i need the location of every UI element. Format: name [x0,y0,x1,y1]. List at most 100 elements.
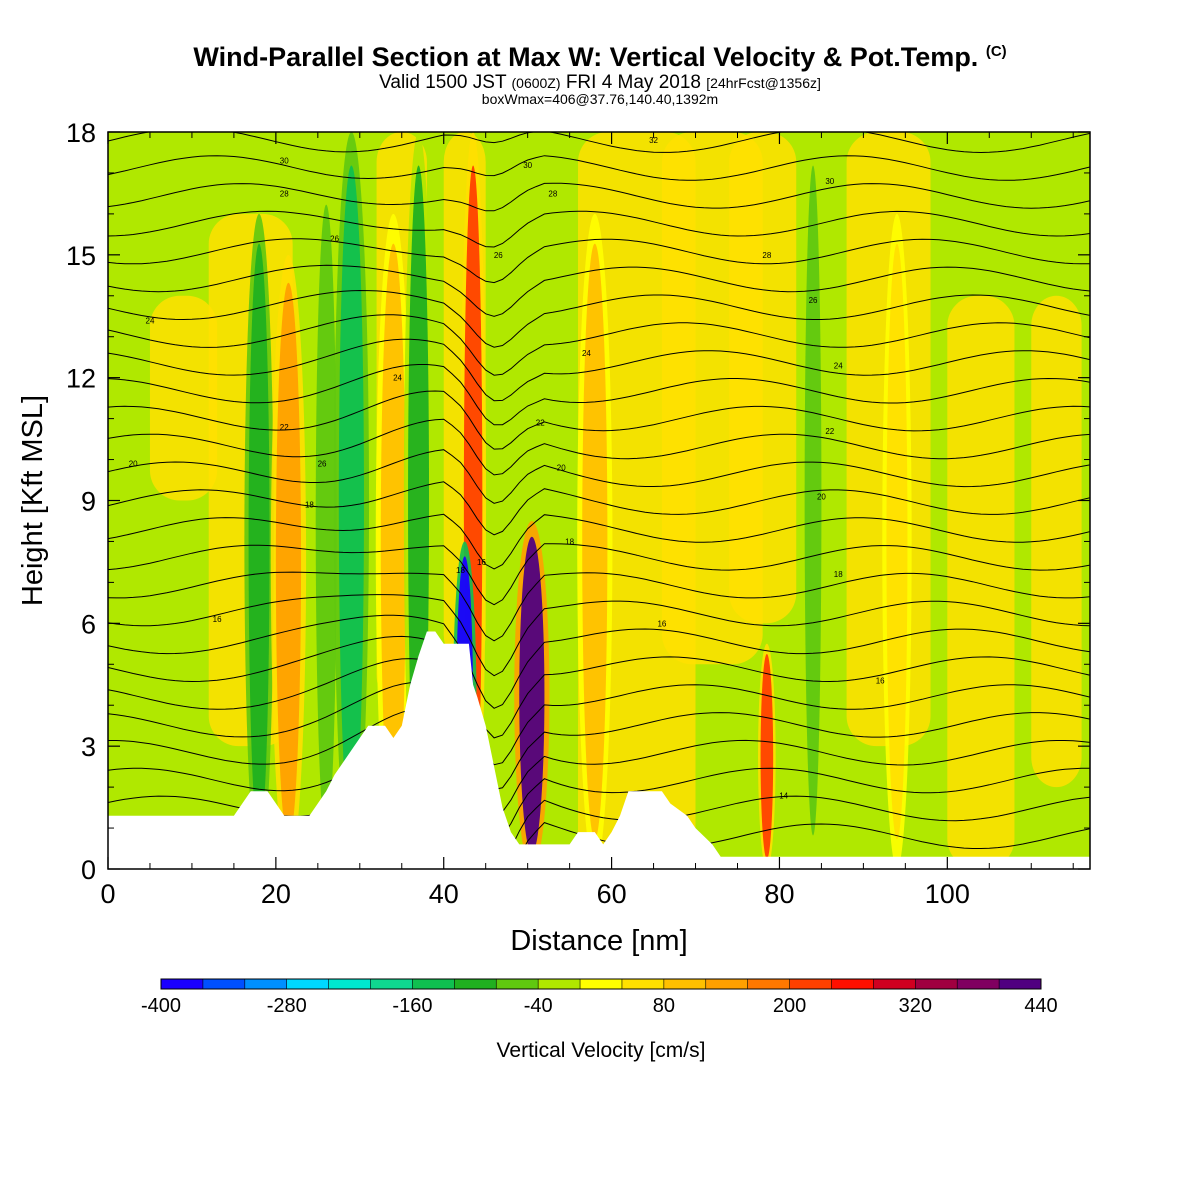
isotherm-label-9: 20 [557,464,566,473]
x-tick-label-3: 60 [597,879,627,909]
isotherm-line-25 [108,132,1090,154]
colorbar-tick-label-3: -40 [524,995,553,1017]
y-tick-label-4: 12 [66,364,96,394]
isotherm-line-23 [108,182,1090,212]
isotherm-label-0: 16 [213,615,222,624]
velocity-plume-2 [315,204,337,838]
y-tick-label-2: 6 [81,609,96,639]
isotherm-label-16: 24 [582,349,591,358]
isotherm-label-13: 22 [825,427,834,436]
chart-title: Wind-Parallel Section at Max W: Vertical… [0,42,1200,73]
colorbar-label: Vertical Velocity [cm/s] [497,1039,706,1062]
chart-title-unit: (C) [985,43,1007,60]
x-axis-label: Distance [nm] [510,925,687,957]
isotherm-line-17 [108,338,1090,402]
isotherm-line-24 [108,155,1090,181]
box-wmax-label: boxWmax=406@37.76,140.40,1392m [481,91,719,107]
terrain [108,631,1090,869]
velocity-plume-9 [582,243,608,840]
colorbar: -400 -280 -160 -40 80 200 320 440 Vertical Veloc… [141,978,1058,1062]
colorbar-swatch-5 [370,979,413,989]
colorbar-swatch-7 [454,979,497,989]
colorbar-swatch-15 [789,979,832,989]
colorbar-swatch-12 [663,979,707,989]
colorbar-swatch-9 [538,979,581,989]
colorbar-tick-label-7: 440 [1024,995,1057,1017]
terrain-shape [108,631,1090,869]
velocity-plume-3 [338,165,364,836]
colorbar-swatch-18 [915,979,958,989]
isotherm-line-16 [108,364,1090,426]
velocity-plume-10 [760,654,774,859]
isotherm-line-18 [108,314,1090,376]
colorbar-swatch-3 [286,979,330,989]
y-tick-label-5: 15 [66,241,96,271]
velocity-plume-11 [804,165,822,836]
isotherm-label-24: 28 [762,251,771,260]
axes: 0 20 40 60 80 100 0 3 6 9 12 15 18 Distance [nm] Heigh… [17,118,1091,957]
isotherm-label-3: 16 [876,677,885,686]
valid-time-label: Valid 1500 JST [379,72,507,93]
isotherm-label-23: 28 [548,189,557,198]
x-tick-label-2: 40 [429,879,459,909]
velocity-plume-0 [248,243,270,840]
colorbar-swatch-1 [202,979,246,989]
colorbar-swatch-4 [328,979,372,989]
isotherm-label-15: 24 [393,374,402,383]
colorbar-tick-label-0: -400 [141,995,181,1017]
isotherm-line-8 [108,594,1090,677]
isotherm-label-28: 32 [649,136,658,145]
isotherm-line-4 [108,681,1090,790]
isotherm-label-1: 16 [477,558,486,567]
isotherm-label-8: 20 [129,460,138,469]
y-tick-label-1: 3 [81,732,96,762]
isotherm-label-4: 18 [305,501,314,510]
x-tick-label-4: 80 [764,879,794,909]
isotherm-label-6: 18 [834,570,843,579]
forecast-label: [24hrFcst@1356z] [706,75,821,91]
valid-date-label: FRI 4 May 2018 [565,72,701,93]
colorbar-swatch-17 [873,979,916,989]
colorbar-swatch-19 [957,979,1000,989]
isotherm-label-5: 18 [565,537,574,546]
utc-time-label: (0600Z) [511,75,561,91]
isotherm-line-15 [108,390,1090,450]
isotherm-line-9 [108,571,1090,642]
isotherm-label-7: 18 [456,566,465,575]
isotherm-label-12: 22 [536,419,545,428]
colorbar-swatch-6 [412,979,455,989]
colorbar-tick-label-6: 320 [899,995,932,1017]
colorbar-swatch-11 [621,979,665,989]
isotherm-line-12 [108,481,1090,536]
colorbar-swatch-20 [999,979,1042,989]
chart-title-text: Wind-Parallel Section at Max W: Vertical… [193,42,979,72]
isotherm-line-10 [108,543,1090,606]
isotherm-lines [108,132,1090,869]
colorbar-swatch-16 [831,979,874,989]
warm-band-6 [729,132,797,624]
isotherm-line-5 [108,658,1090,766]
colorbar-swatch-0 [161,979,204,989]
colorbar-swatch-13 [705,979,749,989]
isotherm-line-20 [108,264,1090,317]
isotherm-line-11 [108,513,1090,570]
isotherm-label-21: 26 [494,251,503,260]
colorbar-swatch-8 [496,979,539,989]
colorbar-swatch-10 [580,979,623,989]
x-tick-label-5: 100 [925,879,970,909]
warm-band-0 [149,295,218,501]
isotherm-label-22: 28 [280,189,289,198]
isotherm-label-25: 30 [280,157,289,166]
velocity-field [149,132,1082,869]
isotherm-label-20: 26 [809,296,818,305]
colorbar-tick-label-4: 80 [653,995,675,1017]
y-tick-label-0: 0 [81,855,96,885]
isotherm-label-2: 16 [657,619,666,628]
colorbar-tick-label-5: 200 [773,995,806,1017]
isotherm-line-6 [108,635,1090,739]
isotherm-line-21 [108,238,1090,284]
chart-subtitle: Valid 1500 JST (0600Z) FRI 4 May 2018 [2… [0,72,1200,94]
x-tick-label-0: 0 [100,879,115,909]
isotherm-label-29: 14 [779,791,788,800]
